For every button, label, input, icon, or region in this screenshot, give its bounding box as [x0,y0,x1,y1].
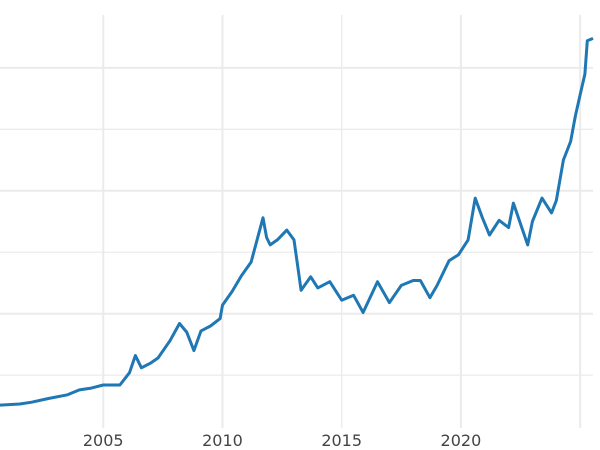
x-tick-label: 2005 [83,431,124,450]
series-line [0,37,594,407]
series-lines [0,37,594,407]
x-tick-label: 2020 [441,431,482,450]
grid [0,15,593,428]
x-tick-label: 2015 [321,431,362,450]
x-tick-label: 2010 [202,431,243,450]
x-axis-ticks: 2005 2010 2015 2020 [83,431,481,450]
